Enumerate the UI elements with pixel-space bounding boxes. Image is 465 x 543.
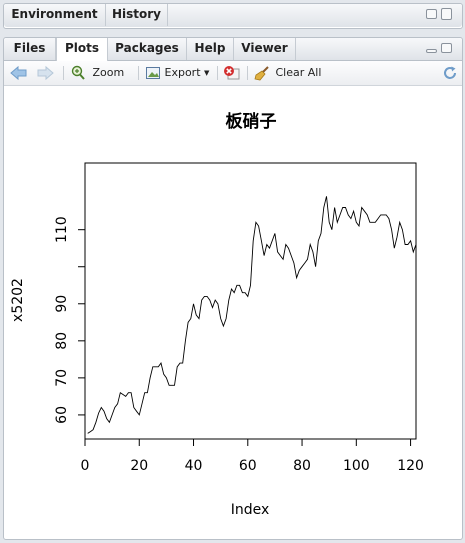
chart-title: 板硝子 [226,111,277,132]
series-line [88,196,416,433]
plots-toolbar: Zoom Export ▼ Clear All [4,61,462,86]
maximize-icon[interactable] [441,8,452,20]
restore-icon[interactable] [426,9,437,19]
tab-viewer[interactable]: Viewer [234,38,296,60]
tab-packages[interactable]: Packages [108,38,187,60]
x-tick-label: 120 [397,458,424,474]
plot-frame [85,163,416,439]
y-tick-label: 90 [54,295,70,313]
y-tick-label: 110 [54,216,70,243]
x-tick-label: 0 [81,458,90,474]
toolbar-separator [247,66,248,80]
x-tick-label: 20 [130,458,148,474]
forward-arrow-icon[interactable] [36,65,54,81]
toolbar-separator [138,66,139,80]
restore-icon[interactable] [441,43,452,53]
back-arrow-icon[interactable] [10,65,28,81]
x-tick-label: 40 [185,458,203,474]
top-pane: Environment History [3,3,463,29]
chevron-down-icon: ▼ [204,69,209,77]
plots-pane: Files Plots Packages Help Viewer Zoom Ex… [3,37,463,540]
y-axis-label: x5202 [10,278,26,322]
bottom-window-controls [426,43,456,55]
minimize-icon[interactable] [426,49,437,53]
y-tick-label: 80 [54,332,70,350]
y-tick-label: 60 [54,406,70,424]
toolbar-separator [217,66,218,80]
export-image-icon [145,65,161,81]
tab-environment[interactable]: Environment [4,4,106,26]
x-tick-label: 60 [239,458,257,474]
zoom-icon [70,65,86,81]
export-button[interactable]: Export ▼ [145,65,209,81]
broom-icon [254,65,270,81]
export-label: Export [165,66,201,79]
top-window-controls [426,9,456,21]
x-tick-label: 100 [343,458,370,474]
x-axis: 0 20 40 60 80 100 120 [81,439,424,474]
toolbar-separator [63,66,64,80]
y-axis: 60 70 80 90 110 [54,216,85,424]
clear-all-button[interactable]: Clear All [254,65,321,81]
refresh-icon[interactable] [442,65,458,81]
tab-plots[interactable]: Plots [56,38,108,61]
zoom-button[interactable]: Zoom [70,65,124,81]
plot-canvas: 板硝子 0 20 40 60 80 100 120 60 70 80 90 110 Index x5… [4,86,462,541]
remove-plot-button[interactable] [223,65,241,81]
clear-all-label: Clear All [276,66,322,79]
zoom-label: Zoom [93,66,125,79]
tab-history[interactable]: History [106,4,168,26]
tab-help[interactable]: Help [187,38,234,60]
x-axis-label: Index [231,502,270,518]
top-tabbar: Environment History [4,4,462,27]
tab-files[interactable]: Files [4,38,56,60]
y-tick-label: 70 [54,369,70,387]
x-tick-label: 80 [293,458,311,474]
bottom-tabbar: Files Plots Packages Help Viewer [4,38,462,61]
remove-plot-icon [223,65,241,81]
